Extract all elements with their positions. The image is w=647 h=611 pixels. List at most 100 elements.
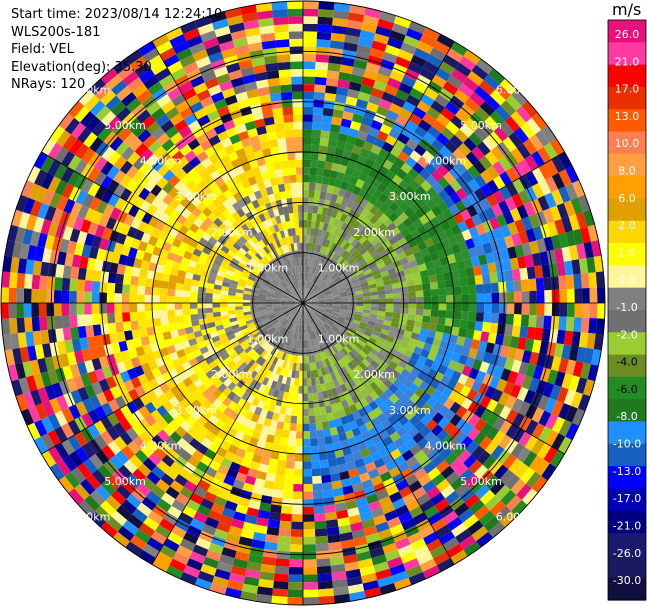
ppi-gate — [316, 543, 329, 552]
ppi-gate — [288, 438, 296, 446]
ppi-range-label: 6.00km — [496, 511, 538, 524]
ppi-gate — [393, 308, 401, 314]
ppi-gate — [466, 267, 475, 277]
ppi-gate — [273, 17, 288, 26]
ppi-gate — [272, 9, 288, 18]
ppi-gate — [130, 276, 139, 286]
ppi-gate — [93, 324, 102, 336]
ppi-gate — [303, 16, 318, 24]
ppi-gate — [446, 311, 454, 319]
ppi-range-label: 1.00km — [318, 261, 360, 274]
ppi-gate — [317, 24, 332, 33]
ppi-gate — [167, 289, 175, 297]
ppi-gate — [328, 458, 338, 467]
ppi-gate — [303, 507, 314, 515]
ppi-gate — [288, 24, 303, 32]
ppi-gate — [298, 401, 304, 409]
ppi-gate — [416, 303, 424, 309]
ppi-gate — [312, 122, 322, 130]
ppi-gate — [536, 315, 545, 328]
ppi-gate — [409, 297, 417, 303]
ppi-gate — [482, 322, 491, 333]
ppi-gate — [197, 292, 205, 298]
ppi-gate — [512, 269, 521, 281]
ppi-gate — [491, 283, 499, 294]
ppi-gate — [303, 461, 312, 469]
ppi-gate — [293, 114, 303, 122]
ppi-gate — [416, 309, 424, 316]
ppi-range-label: 4.00km — [140, 439, 182, 452]
ppi-gate — [314, 513, 326, 521]
ppi-gate — [295, 446, 303, 454]
ppi-gate — [84, 314, 92, 326]
ppi-gate — [537, 303, 545, 316]
ppi-gate — [537, 290, 545, 303]
ppi-gate — [303, 250, 306, 258]
ppi-gate — [271, 497, 282, 506]
ppi-gate — [213, 294, 221, 299]
ppi-gate — [315, 521, 327, 529]
ppi-gate — [303, 356, 306, 364]
ppi-gate — [298, 394, 303, 402]
ppi-gate — [303, 122, 313, 130]
ppi-gate — [270, 504, 282, 513]
ppi-gate — [303, 205, 308, 213]
ppi-gate — [378, 294, 386, 299]
ppi-gate — [303, 529, 315, 537]
ppi-gate — [363, 299, 371, 303]
ppi-gate — [484, 303, 492, 313]
ppi-gate — [129, 294, 137, 303]
ppi-gate — [303, 212, 308, 220]
ppi-gate — [99, 282, 107, 293]
ppi-gate — [130, 285, 138, 295]
ppi-gate — [303, 24, 318, 32]
ppi-gate — [407, 285, 415, 292]
ppi-gate — [303, 582, 318, 590]
ppi-gate — [401, 308, 409, 314]
ppi-gate — [161, 273, 170, 282]
ppi-gate — [309, 190, 315, 198]
ppi-gate — [324, 436, 333, 445]
ppi-gate — [497, 324, 506, 335]
ppi-gate — [123, 275, 132, 285]
colorbar-tick-label: 21.0 — [615, 55, 640, 68]
ppi-gate — [527, 266, 536, 279]
colorbar-tick-label: 8.0 — [618, 165, 636, 178]
ppi-gate — [280, 84, 292, 92]
ppi-gate — [551, 316, 560, 330]
ppi-gate — [284, 183, 291, 191]
ppi-range-label: 4.00km — [425, 155, 467, 168]
ppi-gate — [454, 303, 462, 311]
ppi-gate — [303, 69, 315, 77]
ppi-gate — [303, 446, 311, 454]
ppi-gate — [315, 62, 328, 70]
ppi-gate — [115, 313, 123, 323]
ppi-gate — [307, 220, 312, 228]
ppi-gate — [275, 475, 285, 484]
ppi-gate — [581, 273, 590, 288]
ppi-gate — [168, 282, 176, 290]
ppi-gate — [39, 303, 47, 317]
ppi-gate — [303, 114, 313, 122]
ppi-gate — [279, 77, 291, 85]
ppi-gate — [298, 212, 303, 220]
ppi-gate — [1, 287, 9, 303]
ppi-gate — [24, 288, 32, 303]
ppi-gate — [416, 290, 424, 297]
ppi-gate — [309, 182, 316, 190]
ppi-gate — [324, 497, 335, 506]
ppi-gate — [85, 325, 94, 337]
ppi-gate — [437, 317, 446, 325]
ppi-gate — [292, 514, 304, 522]
ppi-gate — [62, 315, 70, 328]
ppi-gate — [284, 476, 294, 484]
ppi-gate — [182, 290, 190, 297]
ppi-gate — [283, 115, 293, 123]
ppi-gate — [243, 303, 251, 306]
ppi-gate — [401, 298, 409, 304]
ppi-gate — [527, 327, 536, 340]
ppi-gate — [39, 316, 48, 330]
ppi-gate — [430, 316, 438, 324]
ppi-gate — [205, 308, 213, 314]
ppi-gate — [167, 296, 175, 303]
